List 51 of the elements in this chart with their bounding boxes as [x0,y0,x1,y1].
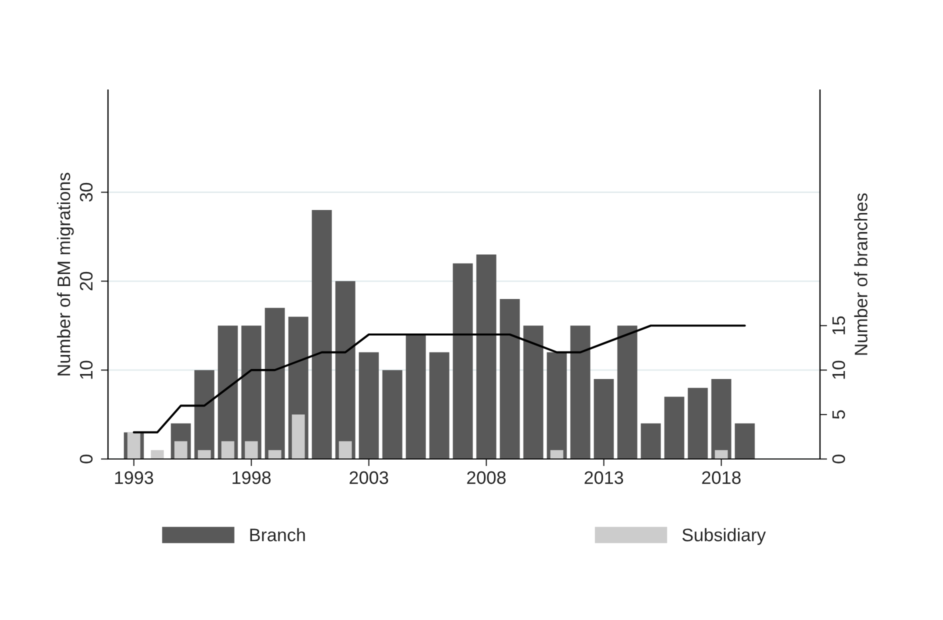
bar [664,396,684,459]
bar [194,370,214,459]
legend-label: Branch [250,528,305,542]
bar [338,441,352,459]
y-tick-label: 30 [80,182,93,202]
bar [244,441,258,459]
y-axis-title: Number of BM migrations [56,172,74,376]
bar [150,450,164,459]
bar [550,450,564,459]
y2-tick-label: 15 [832,316,846,334]
bar [452,263,473,459]
x-tick-label: 2018 [702,471,741,484]
legend-label: Subsidiary [682,528,766,545]
x-tick-label: 2008 [467,471,506,484]
bar [476,254,496,459]
y2-tick-label: 10 [832,360,846,379]
x-tick-label: 1998 [232,471,271,484]
bar [523,326,544,459]
y-tick-label: 20 [80,272,93,290]
bar [382,370,402,459]
x-tick-label: 1993 [115,471,154,484]
bar [714,450,728,459]
bar [429,352,450,459]
bar [546,352,567,459]
bar [358,352,379,459]
bar [500,298,520,459]
x-tick-label: 2013 [584,471,624,484]
bar [292,414,305,459]
y2-tick-label: 5 [832,410,846,419]
x-tick-label: 2003 [350,471,388,484]
bar [198,450,211,459]
bar [312,210,332,459]
bar [221,441,234,459]
bar [268,450,282,459]
bar [711,378,732,459]
bar [570,326,590,459]
y-tick-label: 10 [80,360,93,379]
y2-tick-label: 0 [832,454,846,464]
bar [734,423,755,459]
bar [174,441,188,459]
bar [617,326,638,459]
bar [264,308,285,459]
bar [594,378,614,459]
line-series [132,324,746,434]
y2-axis-title: Number of branches [854,193,868,355]
bar [406,334,426,459]
bar [640,423,661,459]
y-tick-label: 0 [80,454,93,464]
bar [688,388,708,459]
bar [335,281,356,459]
bar [127,432,140,459]
